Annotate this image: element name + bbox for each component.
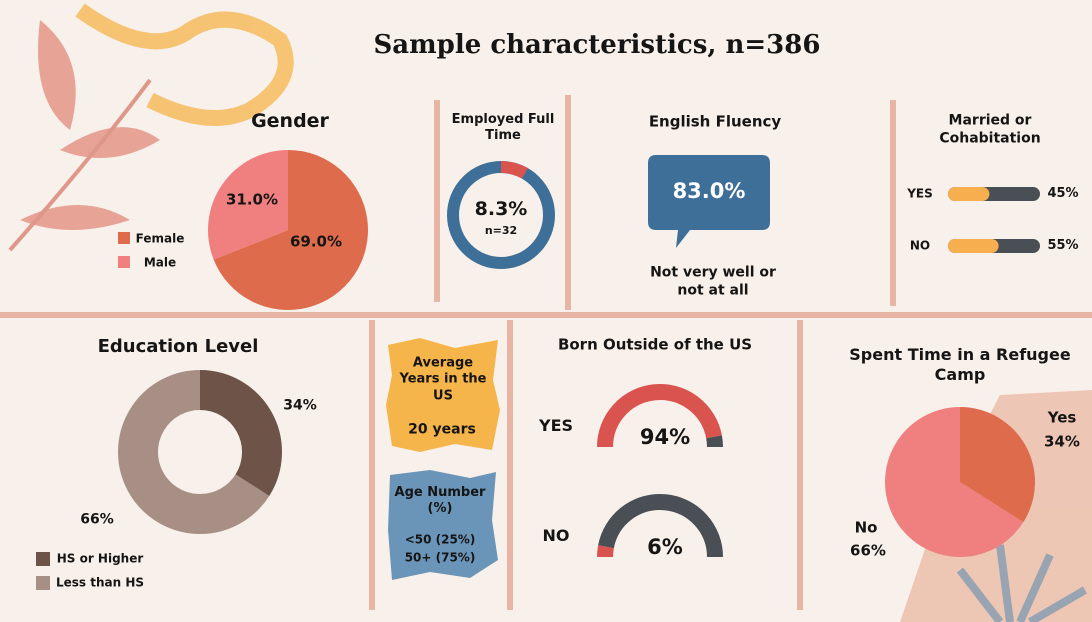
label: Not very well or not at all xyxy=(650,264,776,299)
pie-slice xyxy=(960,406,1035,523)
label: 69.0% xyxy=(289,232,343,251)
legend-label: Female xyxy=(135,231,185,246)
label: 55% xyxy=(1047,237,1079,253)
panel-title: Employed Full Time xyxy=(451,111,555,143)
bar xyxy=(948,239,999,253)
label: n=32 xyxy=(484,224,518,238)
label: <50 (25%) xyxy=(404,532,476,547)
gauge-value xyxy=(597,545,614,558)
page-title: Sample characteristics, n=386 xyxy=(373,29,821,60)
bar xyxy=(948,187,990,201)
label: 6% xyxy=(647,534,683,559)
legend-swatch xyxy=(118,232,130,244)
label: 66% xyxy=(80,511,114,528)
legend-swatch xyxy=(118,256,130,268)
dividers xyxy=(0,95,1092,610)
legend-swatch xyxy=(36,576,50,590)
speech-bubble xyxy=(648,155,770,248)
panel-title: English Fluency xyxy=(648,112,782,131)
label: 45% xyxy=(1047,185,1079,201)
pie-slice xyxy=(208,150,288,260)
label: Yes xyxy=(1047,408,1077,427)
label: NO xyxy=(542,526,570,545)
legend-swatch xyxy=(36,552,50,566)
panel-title: Married or Cohabitation xyxy=(939,112,1041,147)
gauge-value xyxy=(597,384,722,448)
panel-title: Age Number (%) xyxy=(394,484,486,516)
callout-value: 83.0% xyxy=(672,178,746,203)
blob xyxy=(388,470,498,580)
panel-title: Gender xyxy=(251,110,329,133)
label: 34% xyxy=(283,397,317,414)
label: NO xyxy=(909,238,931,253)
label: No xyxy=(854,518,878,537)
label: 94% xyxy=(639,424,691,449)
legend-label: Male xyxy=(143,255,177,270)
label: 8.3% xyxy=(474,198,528,221)
label: YES xyxy=(538,416,574,435)
panel-title: Average Years in the US xyxy=(399,355,487,404)
pie-slice xyxy=(213,150,368,310)
label: 20 years xyxy=(408,421,476,438)
panel-title: Born Outside of the US xyxy=(557,335,753,354)
panel-title: Spent Time in a Refugee Camp xyxy=(849,345,1071,384)
legend-label: HS or Higher xyxy=(56,551,144,566)
pie-slice xyxy=(885,407,1024,557)
gauge-track xyxy=(598,494,723,558)
gauge-track xyxy=(706,435,723,448)
donut-segment xyxy=(199,370,282,496)
label: 50+ (75%) xyxy=(404,550,476,565)
label: 66% xyxy=(850,541,886,560)
donut-segment xyxy=(118,370,270,534)
ring-segment xyxy=(500,161,528,179)
label: YES xyxy=(907,186,933,201)
panel-title: Education Level xyxy=(97,335,259,357)
blob xyxy=(386,338,500,452)
label: 34% xyxy=(1044,432,1080,451)
label: 31.0% xyxy=(225,190,279,209)
legend-label: Less than HS xyxy=(55,575,145,590)
